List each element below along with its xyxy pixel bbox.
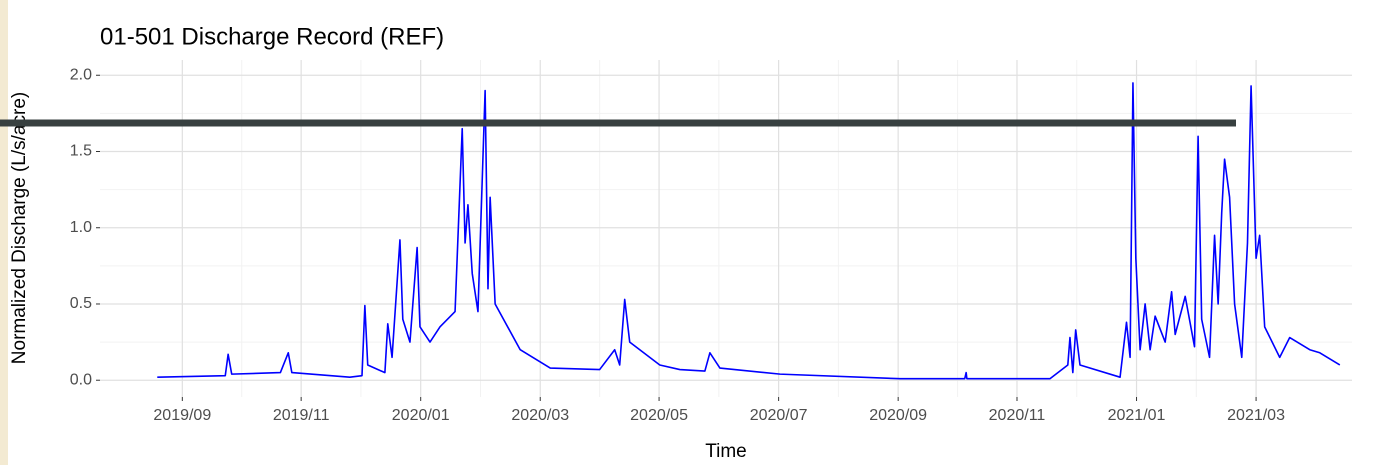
y-tick-label: 1.0 — [70, 219, 92, 236]
y-tick-label: 0.0 — [70, 371, 92, 388]
x-tick-label: 2020/05 — [630, 407, 688, 424]
x-tick-label: 2020/03 — [511, 407, 569, 424]
y-tick-label: 2.0 — [70, 66, 92, 83]
data-line — [157, 82, 1341, 380]
y-tick-label: 0.5 — [70, 295, 92, 312]
x-tick-label: 2021/01 — [1108, 407, 1166, 424]
x-tick-label: 2020/01 — [392, 407, 450, 424]
x-tick-label: 2019/09 — [153, 407, 211, 424]
chart-title: 01-501 Discharge Record (REF) — [100, 23, 444, 50]
y-axis-title: Normalized Discharge (L/s/acre) — [9, 92, 30, 364]
x-axis-title: Time — [705, 441, 747, 462]
side-strip — [0, 0, 8, 465]
x-tick-label: 2019/11 — [273, 407, 330, 424]
y-tick-label: 1.5 — [70, 143, 92, 160]
grid: 0.0 0.5 1.0 1.5 2.0 2019/09 2019/11 2020/01 2020… — [70, 60, 1352, 424]
x-tick-label: 2020/09 — [869, 407, 927, 424]
x-tick-label: 2021/03 — [1227, 407, 1285, 424]
plot — [157, 82, 1341, 380]
x-tick-label: 2020/11 — [989, 407, 1046, 424]
x-tick-label: 2020/07 — [750, 407, 808, 424]
